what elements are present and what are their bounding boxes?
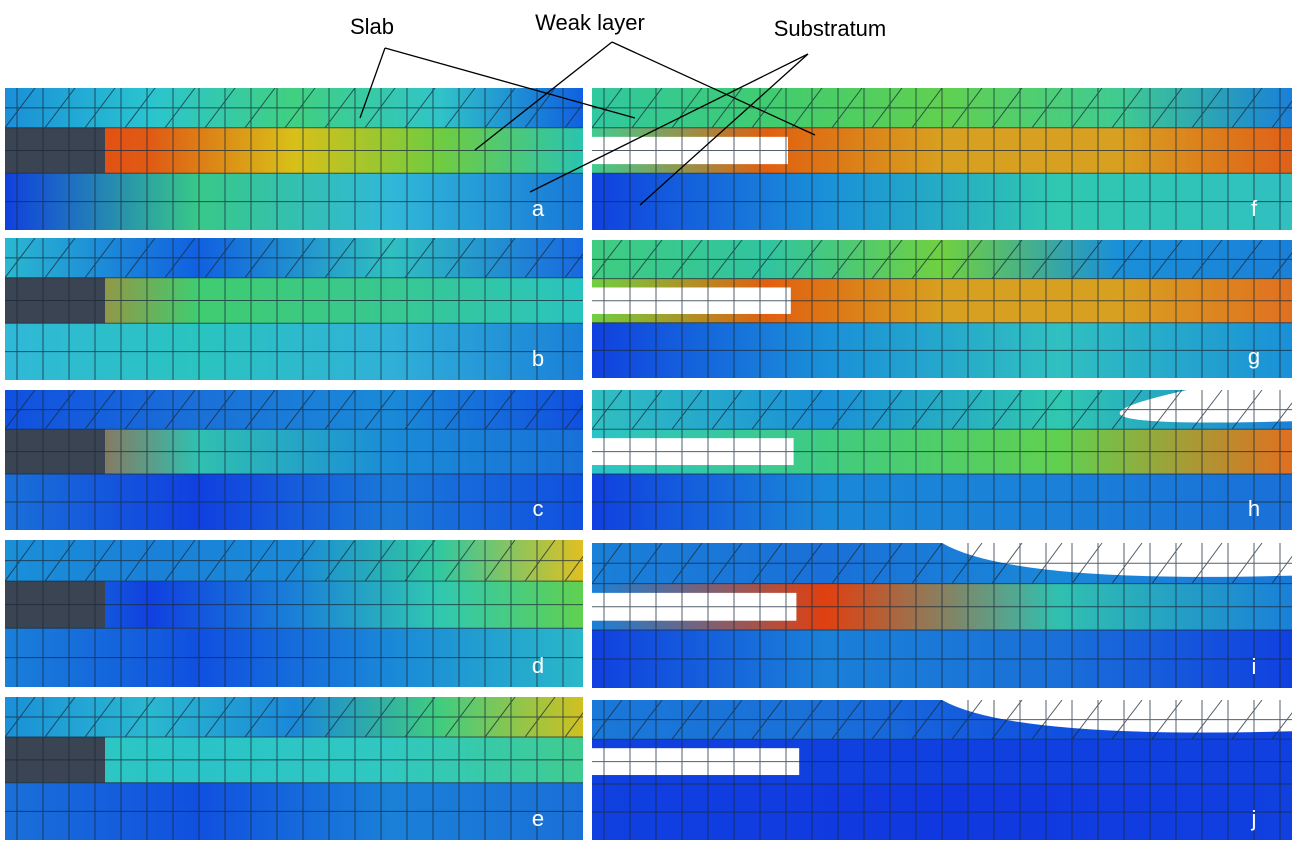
panel-label: a [532,196,545,221]
annotation: Slab [350,14,394,39]
panel: e [5,697,595,840]
panel: d [5,540,595,687]
figure: a b c d e f g h i j Slab Weak layer Substratum [0,0,1298,841]
panel: j [592,700,1298,840]
panel: h [592,390,1298,530]
panel: a [5,88,595,230]
panel: c [5,390,595,530]
panels: a b c d e f g h i j [5,88,1298,840]
panel-label: e [532,806,544,831]
panel-label: g [1248,344,1260,369]
panel-label: c [533,496,544,521]
panel: i [592,543,1298,688]
annotation: Substratum [774,16,887,41]
panel-label: d [532,653,544,678]
panel: g [592,240,1298,378]
panel-label: b [532,346,544,371]
panel-label: j [1251,806,1257,831]
panel: b [5,238,595,380]
panel-label: f [1251,196,1258,221]
panel-label: i [1252,654,1257,679]
panel-label: h [1248,496,1260,521]
annotation: Weak layer [535,10,645,35]
